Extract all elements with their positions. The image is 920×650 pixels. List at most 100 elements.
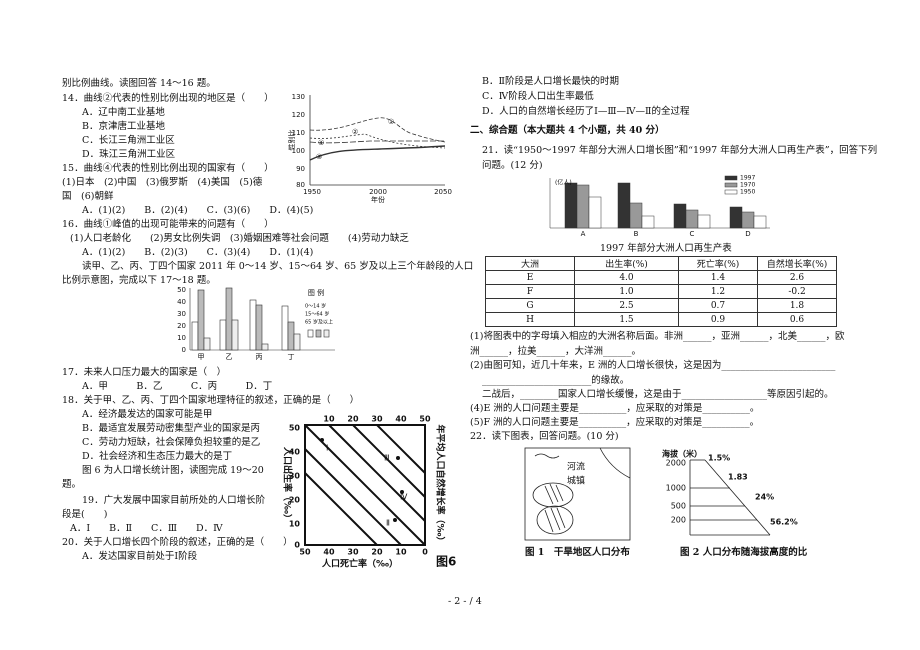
tick-label: 40 (177, 298, 186, 306)
tick-label: 20 (289, 496, 301, 505)
tick-label: 50 (177, 286, 186, 294)
text-line: (1)人口老龄化 (2)男女比例失调 (3)婚姻困难等社会问题 (4)劳动力缺乏 (70, 233, 409, 244)
share-label: 1.83 (728, 473, 748, 482)
axis-label: 海拔（米） (662, 449, 702, 459)
axis-label: 人口出生率（‰） (282, 446, 294, 523)
text-line: C．Ⅳ阶段人口出生率最低 (482, 91, 594, 102)
stage-label: Ⅱ (386, 519, 390, 528)
cell: 1.2 (678, 284, 758, 299)
text-line: A．(1)(2) B．(2)(3) C．(3)(4) D．(1)(4) (82, 247, 314, 258)
text-line: 22．读下图表，回答问题。(10 分) (470, 431, 619, 442)
fig6 (304, 424, 426, 546)
map-label: 河流 (567, 461, 585, 473)
text-line: 15．曲线④代表的性别比例出现的国家有（ ） (62, 163, 274, 174)
cell: 2.6 (757, 270, 837, 285)
cell: H (485, 312, 575, 327)
text-line: 题。 (62, 479, 82, 490)
text-line: 20．关于人口增长四个阶段的叙述，正确的是（ ） (62, 537, 293, 548)
cell: 0.6 (757, 312, 837, 327)
axis-label: 年份 (371, 195, 385, 204)
tick-label: 110 (292, 129, 305, 137)
figure-caption: 图 2 人口分布随海拔高度的比 (680, 547, 808, 558)
text-line: 21．读“1950～1997 年部分大洲人口增长图”和“1997 年部分大洲人口… (482, 145, 878, 156)
tick-label: 80 (296, 181, 305, 189)
tick-label: 20 (371, 548, 383, 557)
tick-label: 500 (671, 502, 686, 511)
header-cell: 死亡率(%) (678, 256, 758, 271)
tick-label: 100 (292, 147, 305, 155)
tick-label: 200 (671, 516, 686, 525)
text-line: A．发达国家目前处于Ⅰ阶段 (82, 551, 198, 562)
fig1 (524, 447, 631, 541)
text-line: 图 6 为人口增长统计图，读图完成 19～20 (82, 465, 264, 476)
fig-sex-ratio (309, 95, 446, 186)
tick-label: 20 (347, 415, 359, 424)
stage-label: Ⅳ (400, 493, 408, 502)
tick-label: 50 (419, 415, 431, 424)
tick-label: 30 (371, 415, 383, 424)
tick-label: 0 (182, 346, 186, 354)
text-line: C．劳动力短缺，社会保障负担较重的是乙 (82, 437, 261, 448)
cell: F (485, 284, 575, 299)
text-line: (1)日本 (2)中国 (3)俄罗斯 (4)美国 (5)德 (62, 177, 263, 188)
text-line: D．社会经济和生态压力最大的是丁 (82, 451, 233, 462)
text-line: 问题。(12 分) (482, 160, 543, 171)
tick-label: 2000 (369, 188, 387, 196)
table-title: 1997 年部分大洲人口再生产表 (600, 243, 732, 254)
legend-label: 1970 (740, 182, 755, 189)
legend-label: 65 岁及以上 (305, 319, 333, 326)
curve-label: ② (352, 128, 358, 136)
tick-label: 30 (289, 472, 301, 481)
tick-label: 50 (289, 424, 301, 433)
tick-label: 50 (299, 548, 311, 557)
text-line: 段是( ) (62, 509, 108, 520)
category-label: 甲 (198, 353, 205, 361)
stage-label: Ⅰ (326, 444, 328, 453)
text-line: 比例示意图，完成以下 17～18 题。 (62, 275, 216, 286)
cell: E (485, 270, 575, 285)
category-label: 乙 (226, 353, 233, 361)
text-line: A．辽中南工业基地 (82, 107, 165, 118)
stage-label: Ⅲ (384, 454, 390, 463)
cell: 0.9 (678, 312, 758, 327)
text-line: A．(1)(2) B．(2)(4) C．(3)(6) D．(4)(5) (82, 205, 314, 216)
share-label: 24% (755, 493, 774, 502)
tick-label: 10 (323, 415, 335, 424)
text-line: 17．未来人口压力最大的国家是（ ） (62, 367, 227, 378)
cell: -0.2 (757, 284, 837, 299)
text-line: 19．广大发展中国家目前所处的人口增长阶 (82, 495, 266, 506)
category-label: 丙 (256, 353, 263, 361)
tick-label: 1000 (666, 484, 686, 493)
header-cell: 大洲 (485, 256, 575, 271)
tick-label: 130 (292, 93, 305, 101)
text-line: (4)E 洲的人口问题主要是__________，应采取的对策是________… (470, 403, 760, 414)
share-label: 1.5% (708, 454, 730, 463)
text-line: A．经济最发达的国家可能是甲 (82, 409, 213, 420)
curve-label: ③ (316, 153, 322, 161)
text-line: (1)将图表中的字母填入相应的大洲名称后面。非洲______，亚洲______，… (470, 331, 845, 342)
legend-label: 1950 (740, 189, 755, 196)
text-line: A．Ⅰ B．Ⅱ C．Ⅲ D．Ⅳ (70, 523, 223, 534)
header-cell: 自然增长率(%) (757, 256, 837, 271)
legend-label: 1997 (740, 175, 755, 182)
tick-label: 120 (292, 111, 305, 119)
category-label: A (581, 230, 586, 238)
cell: 0.7 (678, 298, 758, 313)
cell: 4.0 (574, 270, 679, 285)
text-line: B．Ⅱ阶段是人口增长最快的时期 (482, 76, 619, 87)
text-line: _______________________的缘故。 (482, 375, 630, 386)
tick-label: 2000 (666, 459, 686, 468)
text-line: 国 (6)朝鲜 (62, 191, 114, 202)
tick-label: 0 (294, 541, 300, 550)
axis-label: 年平均人口自然增长率（‰） (435, 425, 447, 546)
tick-label: 20 (177, 322, 186, 330)
category-label: B (634, 230, 639, 238)
axis-label: 人口死亡率（‰） (321, 558, 398, 570)
fig2 (689, 459, 771, 536)
tick-label: 40 (289, 448, 301, 457)
fig-age (189, 287, 335, 351)
text-line: D．珠江三角洲工业区 (82, 149, 176, 160)
cell: G (485, 298, 575, 313)
